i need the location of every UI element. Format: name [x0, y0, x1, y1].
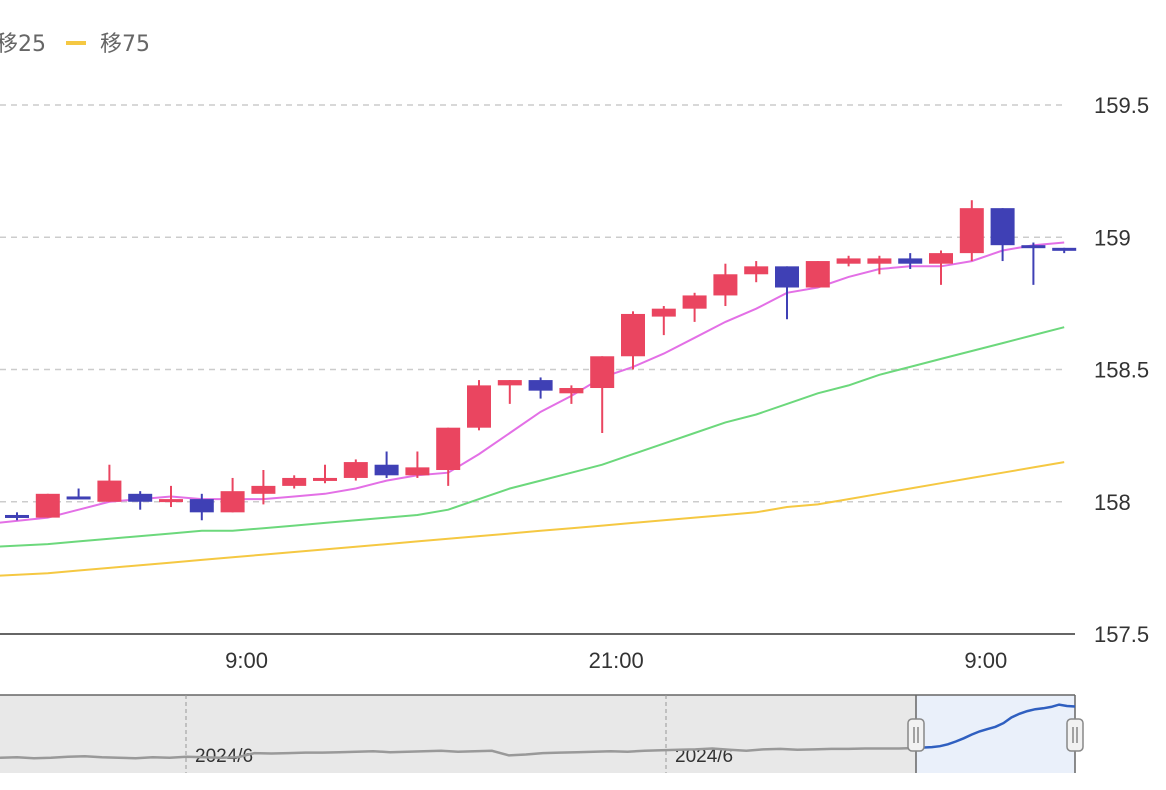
y-axis: 157.5 158 158.5 159 159.5 [1094, 93, 1149, 647]
candle-body [35, 493, 60, 518]
candle-up [713, 263, 738, 307]
candle-up [282, 475, 307, 489]
candle-body [282, 477, 307, 486]
candle-body [713, 274, 738, 296]
candle-up [159, 485, 183, 508]
candle-body [621, 313, 645, 357]
candles [5, 200, 1077, 521]
candle-down [990, 208, 1015, 262]
candle-down [128, 491, 153, 510]
candle-body [343, 462, 368, 478]
navigator-background [0, 695, 916, 773]
x-axis: 9:00 21:00 9:00 [225, 648, 1007, 673]
moving-average-ma75 [0, 461, 1065, 577]
navigator-left-handle[interactable] [907, 718, 925, 752]
x-tick-label: 21:00 [589, 648, 644, 673]
candle-down [374, 451, 399, 478]
candle-up [590, 356, 615, 433]
candle-body [775, 266, 799, 288]
candle-up [836, 255, 861, 267]
candle-up [559, 385, 584, 404]
moving-average-ma5 [0, 241, 1065, 524]
candle-body [836, 258, 861, 264]
candle-up [621, 311, 645, 370]
moving-average-ma25 [0, 326, 1065, 548]
candle-body [805, 261, 830, 288]
candle-down [898, 253, 923, 269]
candle-body [898, 258, 923, 264]
y-tick-label: 157.5 [1094, 622, 1149, 647]
candle-down [775, 266, 799, 320]
candle-up [405, 451, 430, 478]
candle-body [436, 427, 461, 471]
navigator-selected-line [915, 703, 1076, 750]
candle-up [682, 292, 707, 322]
candle-up [220, 477, 245, 513]
candle-body [651, 308, 676, 317]
candle-up [651, 306, 676, 336]
navigator-right-handle[interactable] [1066, 718, 1084, 752]
candle-down [1052, 247, 1077, 254]
candle-body [929, 253, 953, 264]
range-navigator[interactable]: 2024/6 2024/6 [0, 694, 1084, 773]
y-tick-label: 159.5 [1094, 93, 1149, 118]
y-tick-label: 158.5 [1094, 358, 1149, 383]
candle-body [66, 496, 91, 500]
candle-up [35, 493, 60, 518]
candle-body [497, 380, 522, 386]
candle-body [374, 464, 399, 476]
navigator-label: 2024/6 [675, 746, 733, 767]
candle-body [97, 480, 122, 502]
legend-label-ma75: 移75 [100, 32, 150, 57]
candle-body [867, 258, 892, 264]
candle-body [467, 385, 491, 428]
candle-up [959, 200, 984, 262]
candle-up [467, 380, 491, 431]
candle-up [867, 255, 892, 275]
grid [0, 104, 1075, 635]
candle-body [959, 208, 984, 254]
candle-body [220, 491, 245, 513]
candle-up [436, 427, 461, 486]
candle-up [929, 250, 953, 285]
candle-body [744, 266, 769, 275]
candle-up [744, 261, 769, 283]
candle-body [1021, 245, 1046, 249]
candle-down [1021, 242, 1046, 285]
candle-body [189, 499, 214, 513]
candle-up [251, 470, 276, 505]
candle-body [251, 485, 276, 494]
moving-averages [0, 241, 1065, 577]
candle-down [66, 488, 91, 500]
x-tick-label: 9:00 [225, 648, 268, 673]
candle-body [5, 514, 29, 518]
candle-body [528, 380, 553, 391]
y-tick-label: 159 [1094, 225, 1131, 250]
legend: 移25 移75 [0, 32, 150, 57]
candle-body [159, 499, 183, 503]
candle-up [313, 464, 337, 484]
candle-body [405, 467, 430, 476]
candle-body [990, 208, 1015, 246]
candle-down [528, 377, 553, 399]
candle-down [5, 512, 29, 521]
candle-up [805, 261, 830, 288]
candle-down [189, 493, 214, 521]
y-tick-label: 158 [1094, 490, 1131, 515]
candle-body [682, 295, 707, 309]
candle-body [1052, 247, 1077, 251]
navigator-history-line [0, 746, 917, 760]
candle-up [497, 380, 522, 404]
x-tick-label: 9:00 [964, 648, 1007, 673]
legend-label-ma25: 移25 [0, 32, 46, 57]
candle-up [97, 464, 122, 502]
candle-body [313, 477, 337, 481]
candle-up [343, 459, 368, 481]
candle-body [128, 493, 153, 502]
candle-body [590, 356, 615, 389]
candle-body [559, 388, 584, 394]
